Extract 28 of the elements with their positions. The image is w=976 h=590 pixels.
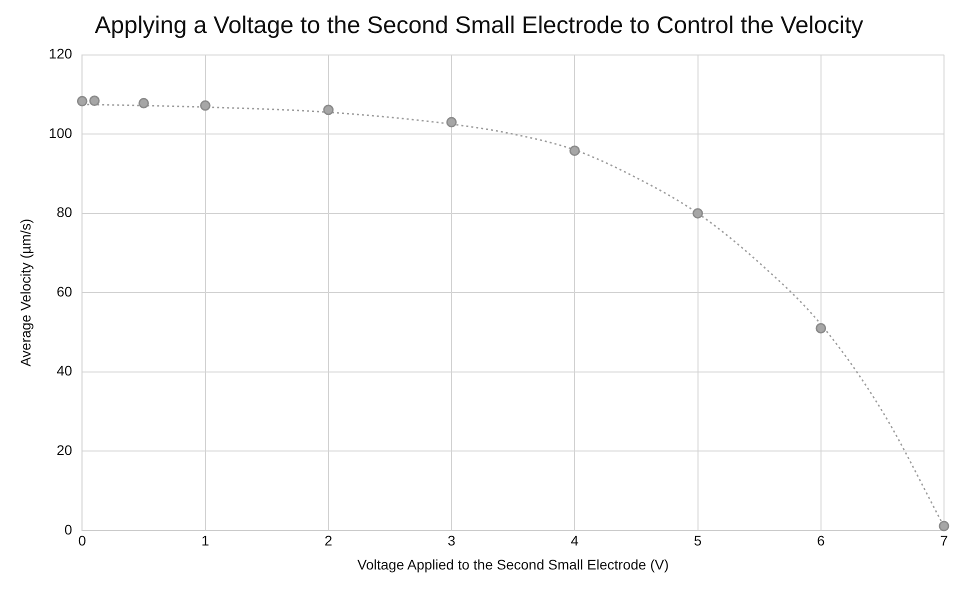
point	[569, 145, 580, 156]
point	[200, 100, 211, 111]
point	[816, 323, 826, 334]
x-axis-title: Voltage Applied to the Second Small Electrode (V)	[357, 556, 669, 572]
y-tick-label: 40	[56, 362, 72, 379]
x-tick-label: 1	[201, 532, 210, 549]
y-tick-label: 60	[56, 283, 72, 300]
y-tick-label: 80	[56, 204, 72, 220]
y-tick-label: 120	[48, 46, 72, 62]
point	[938, 520, 950, 532]
x-tick-label: 5	[694, 532, 702, 549]
x-tick-label: 4	[570, 532, 579, 549]
point	[76, 96, 88, 106]
point	[692, 208, 704, 219]
point	[89, 96, 100, 106]
chart-title: Applying a Voltage to the Second Small Electrode to Control the Velocity	[94, 12, 864, 40]
y-tick-label: 20	[56, 442, 72, 458]
x-tick-label: 2	[324, 532, 332, 549]
point	[323, 104, 334, 116]
y-tick-label: 100	[48, 124, 72, 141]
y-axis-title: Average Velocity (µm/s)	[17, 218, 34, 367]
x-tick-label: 3	[448, 532, 456, 549]
point	[138, 98, 149, 108]
x-tick-label: 0	[78, 532, 86, 549]
y-tick-label: 0	[64, 521, 72, 538]
x-tick-label: 7	[940, 532, 948, 549]
point	[446, 116, 457, 128]
x-tick-label: 6	[816, 532, 825, 549]
